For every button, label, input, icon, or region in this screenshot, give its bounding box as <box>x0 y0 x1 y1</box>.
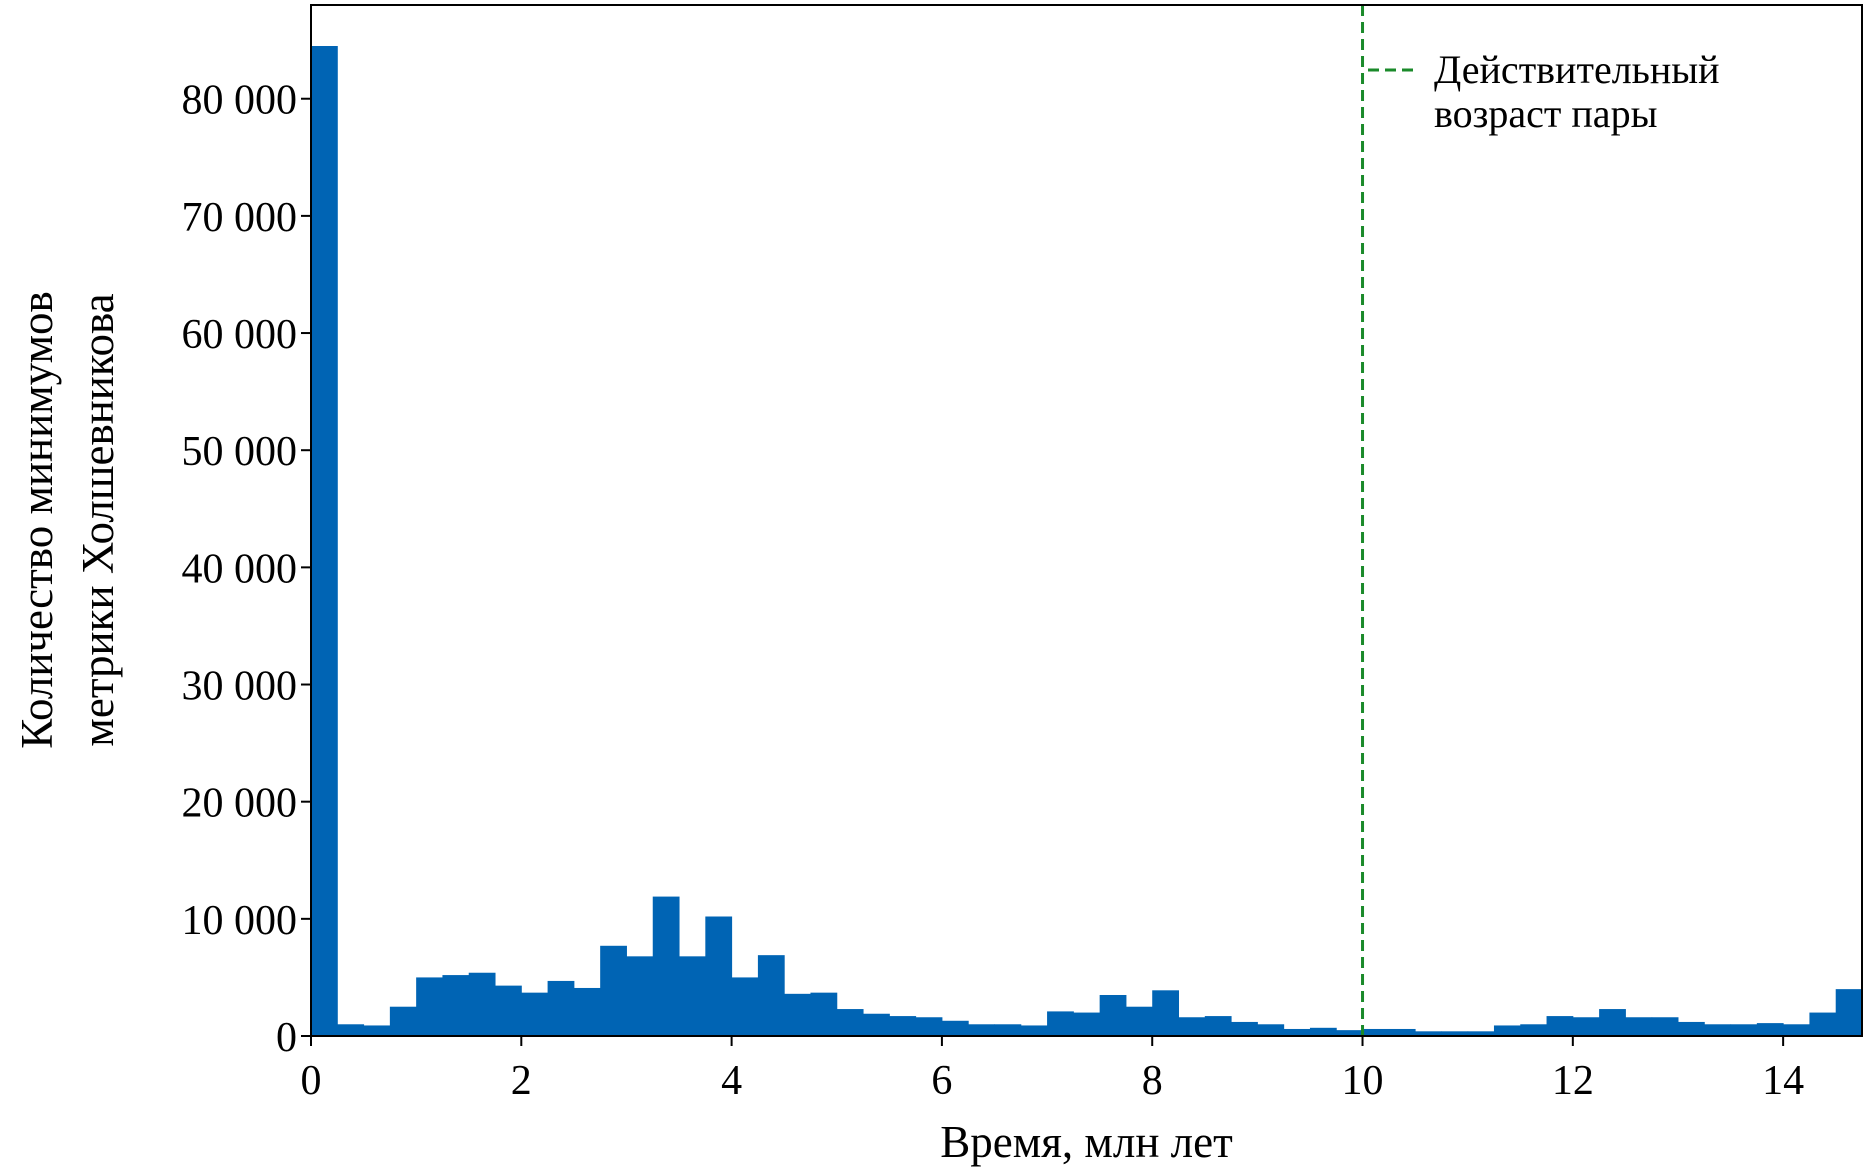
x-tick-label: 4 <box>721 1058 742 1104</box>
histogram-bar <box>1047 1011 1074 1036</box>
legend-label-line-2: возраст пары <box>1434 91 1657 136</box>
y-tick-label: 0 <box>276 1015 297 1061</box>
histogram-bar <box>1336 1030 1364 1036</box>
histogram-bar <box>1677 1021 1705 1036</box>
y-tick-label: 80 000 <box>182 78 298 124</box>
x-tick-label: 6 <box>931 1058 952 1104</box>
y-axis-label: Количество минимумов метрики Холшевников… <box>12 291 123 749</box>
x-tick-label: 10 <box>1342 1058 1384 1104</box>
histogram-bar <box>889 1016 917 1036</box>
histogram-bar <box>1520 1024 1548 1036</box>
histogram-bar <box>968 1024 995 1036</box>
histogram-bar <box>1546 1016 1574 1036</box>
histogram-bar <box>1493 1025 1521 1036</box>
y-tick-label: 10 000 <box>182 898 298 944</box>
histogram-bar <box>1362 1028 1390 1036</box>
x-tick-label: 0 <box>301 1058 322 1104</box>
x-axis-ticks: 0 2 4 6 8 10 12 14 <box>301 1036 1804 1104</box>
histogram-bar <box>600 945 627 1036</box>
histogram-bar <box>626 956 654 1036</box>
histogram-bar <box>1257 1024 1285 1036</box>
x-tick-label: 8 <box>1142 1058 1163 1104</box>
histogram-bar <box>416 977 443 1036</box>
histogram-bar <box>1231 1021 1258 1036</box>
y-axis-label-line-2: метрики Холшевникова <box>73 293 123 746</box>
legend: Действительный возраст пары <box>1368 47 1720 136</box>
histogram-bar <box>836 1009 864 1036</box>
histogram-bar <box>1651 1017 1679 1036</box>
histogram-bar <box>1441 1031 1469 1036</box>
histogram-bar <box>1204 1016 1232 1036</box>
histogram-bar <box>1704 1024 1732 1036</box>
histogram-bar <box>731 977 759 1036</box>
histogram-bar <box>1073 1012 1101 1036</box>
histogram-bar <box>1020 1025 1048 1036</box>
histogram-bar <box>757 955 785 1036</box>
histogram-bar <box>1730 1024 1758 1036</box>
histogram-bar <box>810 992 838 1036</box>
histogram-bar <box>1099 994 1127 1036</box>
y-axis-ticks: 0 10 000 20 000 30 000 40 000 50 000 60 000 70 … <box>182 78 311 1061</box>
histogram-bar <box>1178 1017 1206 1036</box>
histogram-bar <box>652 896 680 1036</box>
histogram-bar <box>1309 1027 1337 1036</box>
y-tick-label: 20 000 <box>182 781 298 827</box>
histogram-bar <box>1599 1009 1626 1036</box>
plot-area-frame <box>310 4 1863 1037</box>
histogram-bar <box>389 1006 417 1036</box>
legend-label-line-1: Действительный <box>1434 47 1720 92</box>
histogram-bar <box>1572 1017 1600 1036</box>
histogram-bar <box>1415 1031 1442 1036</box>
histogram-bar <box>521 992 549 1036</box>
x-tick-label: 12 <box>1552 1058 1594 1104</box>
y-axis-label-line-1: Количество минимумов <box>12 291 62 749</box>
histogram-bar <box>1756 1023 1784 1036</box>
histogram-bar <box>573 987 601 1036</box>
histogram-bar <box>1467 1031 1495 1036</box>
y-tick-label: 30 000 <box>182 664 298 710</box>
histogram-bars <box>311 46 1863 1037</box>
y-tick-label: 70 000 <box>182 195 298 241</box>
histogram-bar <box>863 1013 890 1036</box>
histogram-bar <box>495 985 522 1036</box>
x-tick-label: 14 <box>1762 1058 1804 1104</box>
histogram-bar <box>337 1024 365 1036</box>
histogram-bar <box>1835 989 1863 1036</box>
histogram-bar <box>363 1025 391 1036</box>
histogram-bar <box>941 1020 969 1036</box>
histogram-bar <box>1388 1028 1416 1036</box>
histogram-bar <box>679 956 706 1036</box>
histogram-bar <box>1283 1028 1311 1036</box>
histogram-bar <box>994 1024 1022 1036</box>
x-axis-label: Время, млн лет <box>940 1117 1233 1167</box>
histogram-bar <box>547 980 575 1036</box>
x-tick-label: 2 <box>511 1058 532 1104</box>
y-tick-label: 50 000 <box>182 429 298 475</box>
histogram-bar <box>468 972 496 1036</box>
histogram-bar <box>1152 990 1180 1036</box>
histogram-bar <box>915 1017 943 1036</box>
histogram-bar <box>1125 1006 1153 1036</box>
histogram-bar <box>442 975 470 1036</box>
histogram-bar <box>1809 1012 1837 1036</box>
y-tick-label: 60 000 <box>182 312 298 358</box>
histogram-bar <box>705 916 733 1036</box>
histogram-bar <box>784 993 811 1036</box>
y-tick-label: 40 000 <box>182 546 298 592</box>
histogram-bar <box>311 46 338 1037</box>
histogram-bar <box>1625 1017 1653 1036</box>
histogram-bar <box>1783 1024 1810 1036</box>
